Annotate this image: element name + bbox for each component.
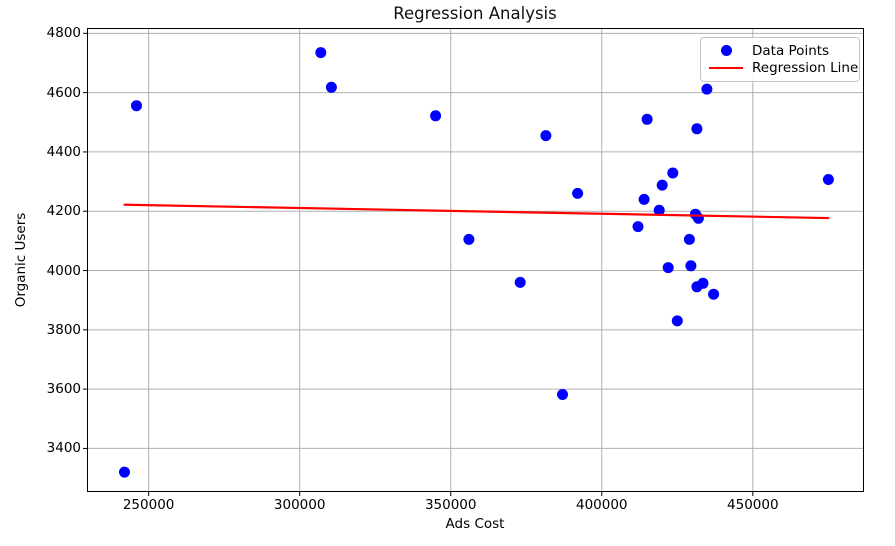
data-point xyxy=(697,277,709,289)
data-point xyxy=(685,260,697,272)
data-point xyxy=(638,193,650,205)
x-axis-label: Ads Cost xyxy=(445,516,505,532)
legend-item-data-points: Data Points xyxy=(709,42,851,60)
legend-item-regression-line: Regression Line xyxy=(709,60,858,78)
y-tick-label: 4800 xyxy=(46,25,81,42)
x-tick-label: 350000 xyxy=(424,497,477,513)
line-marker-icon xyxy=(709,67,743,70)
x-tick-label: 400000 xyxy=(575,497,628,513)
x-tick-label: 450000 xyxy=(727,497,779,513)
data-point xyxy=(572,187,584,199)
y-tick-label: 4200 xyxy=(46,203,81,220)
data-point xyxy=(514,276,526,288)
data-point xyxy=(119,466,130,478)
data-point xyxy=(430,110,442,122)
data-point xyxy=(641,113,653,125)
scatter-marker-icon xyxy=(720,45,732,57)
legend: Data Points Regression Line xyxy=(700,37,860,82)
data-point xyxy=(557,389,568,400)
legend-label: Regression Line xyxy=(752,60,859,77)
y-tick-label: 4600 xyxy=(46,84,81,101)
data-point xyxy=(463,233,475,245)
legend-label: Data Points xyxy=(752,42,830,59)
data-point xyxy=(653,204,665,216)
data-point xyxy=(540,130,552,142)
data-point xyxy=(315,47,327,59)
x-tick-label: 250000 xyxy=(122,497,175,513)
data-point xyxy=(325,81,337,93)
data-point xyxy=(662,262,674,274)
x-tick-label: 300000 xyxy=(273,497,326,513)
y-tick-label: 3600 xyxy=(46,381,81,398)
y-tick-label: 3800 xyxy=(46,321,81,338)
data-point xyxy=(632,221,644,233)
data-point xyxy=(131,100,142,112)
data-point xyxy=(691,123,703,135)
data-point xyxy=(671,315,683,327)
chart-title: Regression Analysis xyxy=(393,4,557,23)
regression-line xyxy=(123,203,830,220)
legend-handle xyxy=(709,67,743,70)
legend-handle xyxy=(709,45,743,57)
data-point xyxy=(701,83,713,95)
data-point xyxy=(656,179,668,191)
data-point xyxy=(683,233,695,245)
data-point xyxy=(708,288,720,300)
y-tick-label: 4400 xyxy=(46,143,81,160)
data-point xyxy=(822,174,834,185)
plot-border xyxy=(87,28,864,492)
data-point xyxy=(667,167,679,179)
y-axis-label: Organic Users xyxy=(13,212,29,308)
y-tick-label: 4000 xyxy=(46,262,81,279)
y-tick-label: 3400 xyxy=(46,440,81,457)
